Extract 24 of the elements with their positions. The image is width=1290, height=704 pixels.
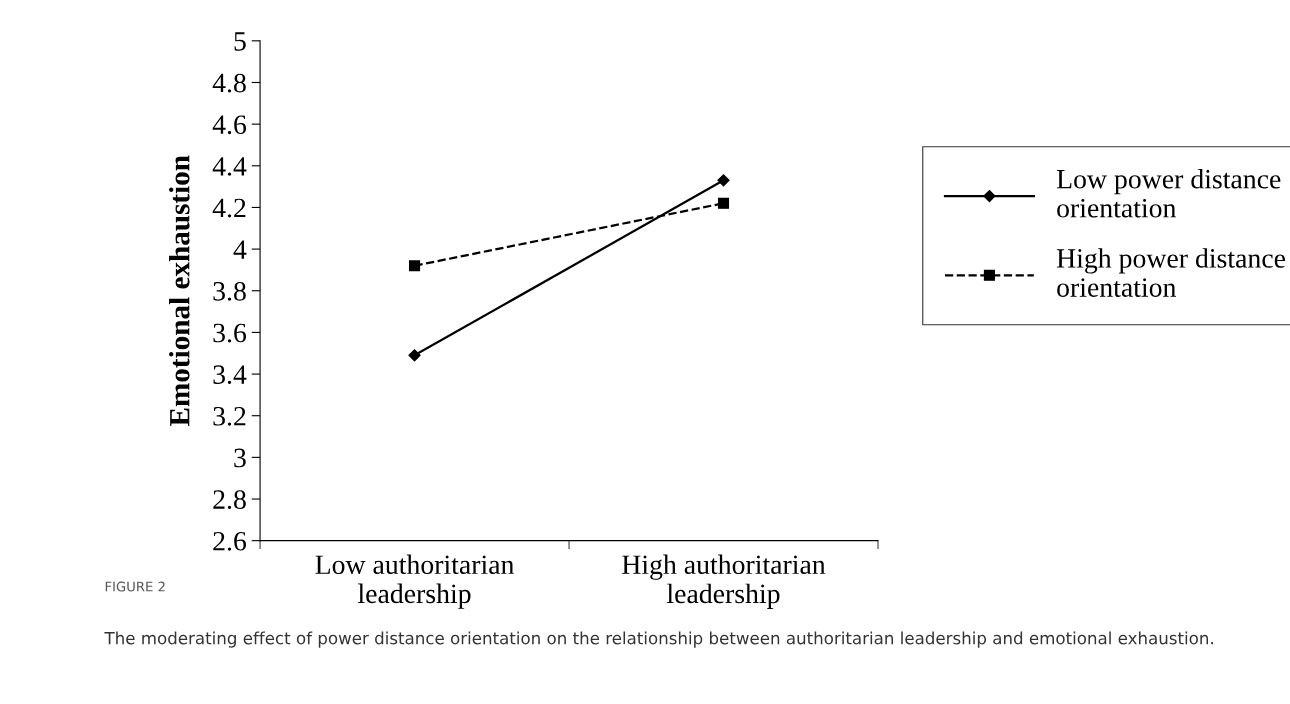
y-tick-label: 4.4	[212, 157, 247, 176]
y-tick-label: 4.8	[212, 73, 246, 93]
point	[408, 349, 421, 362]
x-tick-label: High authoritarian leadership	[622, 554, 826, 609]
y-tick-label: 3.4	[213, 365, 247, 385]
y-tick-label: 5	[234, 32, 246, 51]
y-axis-title: Emotional exhaustion	[169, 155, 190, 426]
y-tick-label: 4	[233, 240, 247, 259]
y-tick-label: 4.2	[212, 198, 246, 218]
point	[717, 174, 730, 187]
y-tick-label: 4.6	[212, 115, 247, 135]
text: The moderating effect of power distance orientation on the relationship between authoritarian leadership and emotional exhaustion.	[104, 631, 1213, 648]
y-tick-label: 3.2	[213, 406, 246, 426]
legend-label: High power distance orientation	[1056, 248, 1285, 297]
caption: FIGURE 2	[105, 581, 165, 592]
point	[717, 197, 730, 209]
y-tick-label: 2.8	[213, 490, 246, 510]
y-tick-label: 3	[234, 448, 246, 468]
legend-label: Low power distance orientation	[1056, 168, 1281, 218]
point	[408, 260, 421, 272]
y-tick-label: 2.6	[213, 531, 247, 551]
y-tick-label: 3.6	[213, 323, 247, 343]
x-tick-label: Low authoritarian leadership	[315, 554, 515, 609]
y-tick-label: 3.8	[213, 281, 246, 301]
